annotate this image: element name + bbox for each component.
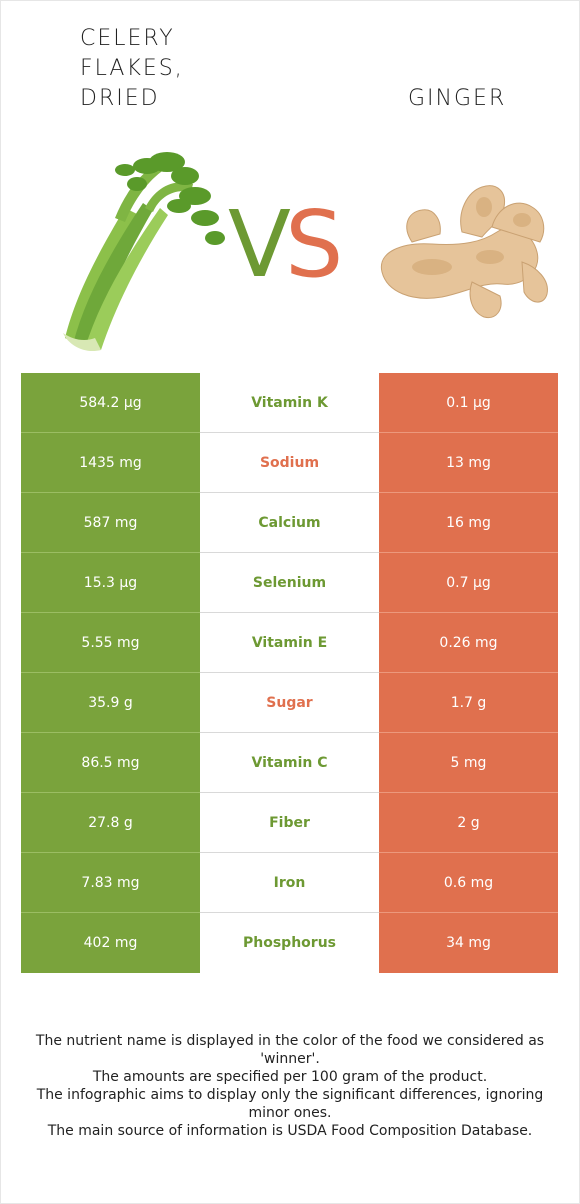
right-value: 2 g	[379, 793, 558, 853]
right-value: 0.6 mg	[379, 853, 558, 913]
right-value: 0.26 mg	[379, 613, 558, 673]
nutrient-name: Selenium	[200, 553, 379, 613]
nutrient-name: Sodium	[200, 433, 379, 493]
right-value: 1.7 g	[379, 673, 558, 733]
nutrient-name: Calcium	[200, 493, 379, 553]
left-value: 587 mg	[21, 493, 200, 553]
nutrient-name: Phosphorus	[200, 913, 379, 973]
right-value: 5 mg	[379, 733, 558, 793]
left-value: 5.55 mg	[21, 613, 200, 673]
left-value: 584.2 µg	[21, 373, 200, 433]
celery-image	[63, 152, 225, 352]
nutrient-name: Iron	[200, 853, 379, 913]
left-value: 402 mg	[21, 913, 200, 973]
table-row: 1435 mg Sodium 13 mg	[21, 433, 558, 493]
left-value: 27.8 g	[21, 793, 200, 853]
vs-v: V	[228, 191, 291, 298]
nutrient-name: Sugar	[200, 673, 379, 733]
vs-label: VS	[228, 190, 343, 300]
left-value: 1435 mg	[21, 433, 200, 493]
table-row: 15.3 µg Selenium 0.7 µg	[21, 553, 558, 613]
left-value: 86.5 mg	[21, 733, 200, 793]
footer-line: The main source of information is USDA F…	[47, 1123, 533, 1139]
right-value: 16 mg	[379, 493, 558, 553]
left-value: 7.83 mg	[21, 853, 200, 913]
food-title-right: Ginger	[408, 86, 507, 111]
right-value: 13 mg	[379, 433, 558, 493]
nutrient-name: Vitamin E	[200, 613, 379, 673]
table-row: 35.9 g Sugar 1.7 g	[21, 673, 558, 733]
ginger-image	[380, 185, 548, 319]
nutrient-name: Vitamin K	[200, 373, 379, 433]
nutrient-name: Vitamin C	[200, 733, 379, 793]
right-value: 0.1 µg	[379, 373, 558, 433]
footer-notes: The nutrient name is displayed in the co…	[20, 1032, 560, 1140]
footer-line: The infographic aims to display only the…	[36, 1087, 544, 1121]
left-value: 15.3 µg	[21, 553, 200, 613]
left-value: 35.9 g	[21, 673, 200, 733]
vs-s: S	[284, 191, 343, 298]
nutrient-name: Fiber	[200, 793, 379, 853]
table-row: 587 mg Calcium 16 mg	[21, 493, 558, 553]
table-row: 27.8 g Fiber 2 g	[21, 793, 558, 853]
footer-line: The amounts are specified per 100 gram o…	[92, 1069, 488, 1085]
right-value: 34 mg	[379, 913, 558, 973]
right-value: 0.7 µg	[379, 553, 558, 613]
comparison-table: 584.2 µg Vitamin K 0.1 µg 1435 mg Sodium 13 m…	[21, 373, 558, 973]
footer-line: The nutrient name is displayed in the co…	[35, 1033, 545, 1067]
table-row: 584.2 µg Vitamin K 0.1 µg	[21, 373, 558, 433]
table-row: 7.83 mg Iron 0.6 mg	[21, 853, 558, 913]
table-row: 5.55 mg Vitamin E 0.26 mg	[21, 613, 558, 673]
table-row: 402 mg Phosphorus 34 mg	[21, 913, 558, 973]
food-title-left: Celery flakes, dried	[80, 26, 184, 111]
